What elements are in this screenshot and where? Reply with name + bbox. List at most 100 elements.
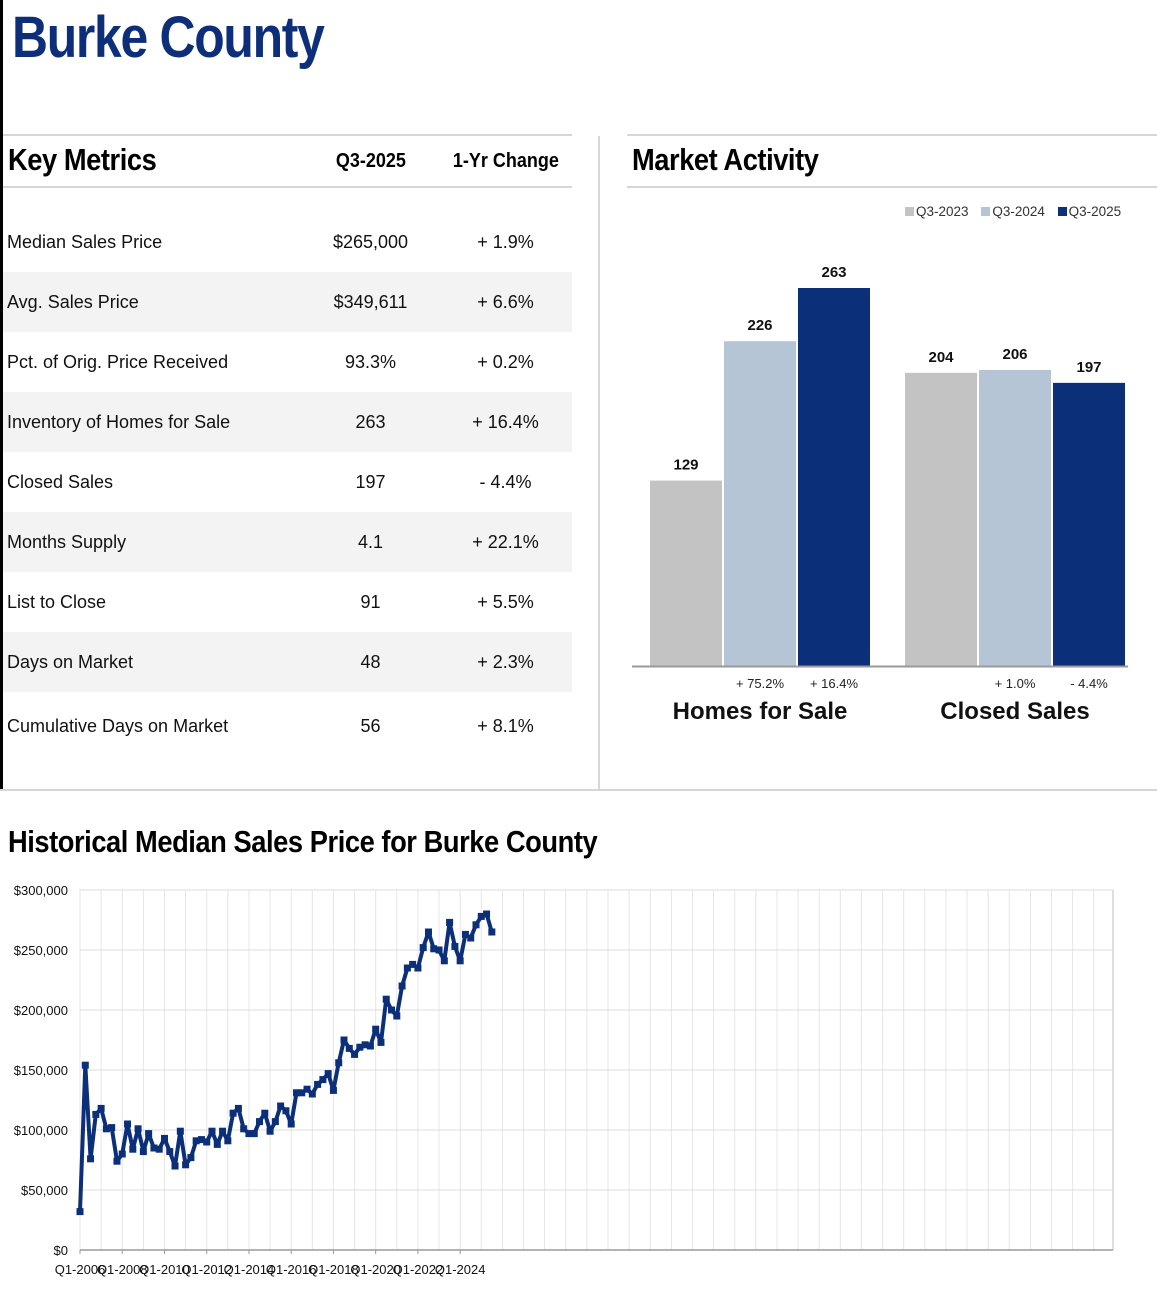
metric-label: Inventory of Homes for Sale: [7, 412, 231, 432]
y-tick-label: $150,000: [14, 1063, 68, 1078]
metric-label: Avg. Sales Price: [7, 292, 139, 312]
data-point: [467, 934, 475, 942]
data-point: [335, 1059, 343, 1067]
data-point: [245, 1130, 253, 1138]
y-tick-label: $250,000: [14, 943, 68, 958]
data-point: [192, 1137, 200, 1145]
data-point: [377, 1038, 385, 1046]
data-point: [361, 1041, 369, 1049]
metric-value: $349,611: [333, 292, 408, 312]
market-activity-top-rule: [627, 134, 1157, 136]
data-point: [155, 1145, 163, 1153]
legend-label: Q3-2025: [1068, 204, 1122, 219]
x-tick-label: Q1-2014: [224, 1262, 275, 1277]
data-point: [287, 1120, 295, 1128]
y-tick-label: $50,000: [21, 1183, 68, 1198]
data-point: [129, 1145, 137, 1153]
bar-chart-legend: Q3-2023 Q3-2024 Q3-2025: [905, 204, 1121, 219]
data-point: [456, 957, 464, 965]
data-point: [118, 1150, 126, 1158]
legend-swatch: [1057, 207, 1067, 216]
metric-row-pct-orig-price: Pct. of Orig. Price Received 93.3% + 0.2…: [3, 332, 572, 392]
metric-row-median-sales-price: Median Sales Price $265,000 + 1.9%: [3, 212, 572, 272]
metric-change: + 16.4%: [472, 412, 539, 432]
metric-value: 263: [355, 412, 386, 432]
data-point: [187, 1154, 195, 1162]
metric-label: Months Supply: [7, 532, 127, 552]
data-point: [145, 1130, 153, 1138]
legend-swatch: [905, 207, 914, 216]
metric-change: + 8.1%: [477, 716, 534, 736]
data-point: [102, 1125, 110, 1133]
data-point: [76, 1208, 84, 1216]
key-metrics-change-header: 1-Yr Change: [452, 150, 559, 172]
data-point: [213, 1140, 221, 1148]
key-metrics-period-header: Q3-2025: [335, 150, 406, 172]
data-point: [81, 1061, 89, 1069]
group-label-closed-sales: Closed Sales: [940, 698, 1090, 725]
metric-value: 91: [360, 592, 381, 612]
x-tick-label: Q1-2010: [139, 1262, 190, 1277]
metric-change: + 22.1%: [472, 532, 539, 552]
data-point: [250, 1130, 258, 1138]
data-point: [398, 982, 406, 990]
bar-change-label: - 4.4%: [1070, 676, 1108, 691]
x-tick-label: Q1-2022: [393, 1262, 444, 1277]
data-point: [124, 1120, 132, 1128]
data-point: [430, 945, 438, 953]
data-point: [240, 1125, 248, 1133]
data-point: [340, 1036, 348, 1044]
metric-row-days-on-market: Days on Market 48 + 2.3%: [3, 632, 572, 692]
bar-value-label: 263: [821, 264, 846, 281]
group-label-homes-for-sale: Homes for Sale: [672, 698, 848, 725]
legend-item-q3-2025: Q3-2025: [1057, 204, 1122, 219]
data-point: [451, 942, 459, 950]
metric-label: List to Close: [7, 592, 107, 612]
left-edge-bar: [0, 0, 3, 790]
data-point: [409, 960, 417, 968]
data-point: [446, 918, 454, 926]
data-point: [256, 1118, 264, 1126]
y-tick-label: $0: [54, 1243, 68, 1258]
data-point: [97, 1104, 105, 1112]
x-tick-label: Q1-2016: [266, 1262, 317, 1277]
metric-change: + 1.9%: [477, 232, 534, 252]
legend-item-q3-2024: Q3-2024: [981, 204, 1045, 219]
panel-divider: [598, 136, 600, 790]
y-tick-label: $200,000: [14, 1003, 68, 1018]
metric-row-list-to-close: List to Close 91 + 5.5%: [3, 572, 572, 632]
bar-homes-for-sale-q3-2023: [650, 480, 722, 666]
data-point: [472, 921, 480, 929]
bar-change-label: + 1.0%: [995, 676, 1036, 691]
historical-median-price-line-chart: $0 $50,000 $100,000 $150,000 $200,000 $250,00…: [14, 883, 1114, 1277]
market-activity-header-rule: [627, 186, 1157, 188]
bar-value-label: 226: [747, 317, 772, 334]
metric-change: + 2.3%: [477, 652, 534, 672]
metric-value: 48: [360, 652, 381, 672]
x-tick-label: Q1-2008: [97, 1262, 148, 1277]
bar-closed-sales-q3-2025: [1053, 382, 1125, 666]
data-point: [314, 1080, 322, 1088]
x-tick-label: Q1-2006: [55, 1262, 106, 1277]
historical-title: Historical Median Sales Price for Burke …: [8, 824, 598, 859]
data-point: [303, 1085, 311, 1093]
bar-homes-for-sale-q3-2025: [798, 288, 870, 666]
data-point: [208, 1127, 216, 1135]
data-point: [176, 1127, 184, 1135]
bar-homes-for-sale-q3-2024: [724, 341, 796, 666]
data-point: [388, 1006, 396, 1014]
data-point: [461, 930, 469, 938]
bar-value-label: 129: [673, 457, 698, 474]
y-tick-label: $300,000: [14, 883, 68, 898]
data-point: [308, 1090, 316, 1098]
data-point: [171, 1162, 179, 1170]
data-point: [277, 1102, 285, 1110]
data-point: [266, 1127, 274, 1135]
legend-label: Q3-2024: [992, 204, 1045, 219]
data-point: [382, 995, 390, 1003]
metric-change: + 5.5%: [477, 592, 534, 612]
data-point: [229, 1109, 237, 1117]
metric-label: Cumulative Days on Market: [7, 716, 229, 736]
metric-label: Pct. of Orig. Price Received: [7, 352, 229, 372]
x-tick-label: Q1-2020: [350, 1262, 401, 1277]
